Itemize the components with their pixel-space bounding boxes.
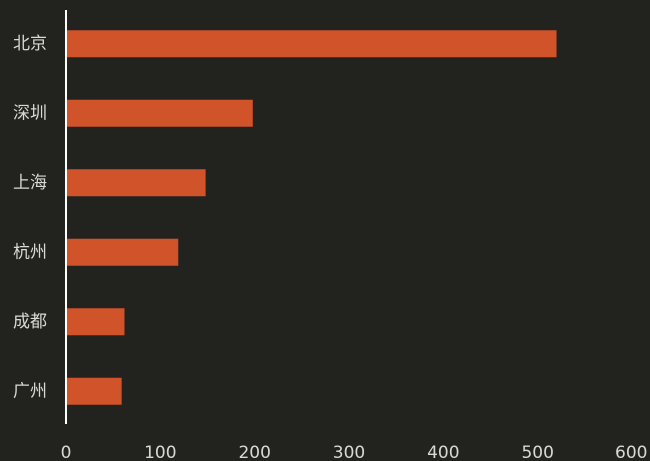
x-tick-label: 0 — [61, 443, 72, 461]
bars-group — [67, 30, 557, 405]
bar-1 — [67, 99, 253, 127]
x-tick-label: 400 — [427, 443, 459, 461]
x-tick-label: 200 — [238, 443, 270, 461]
bar-3 — [67, 238, 179, 266]
x-tick-label: 100 — [144, 443, 176, 461]
bar-0 — [67, 30, 557, 58]
category-label: 深圳 — [13, 103, 47, 123]
x-axis-tick-labels: 0 100 200 300 400 500 600 — [61, 443, 648, 461]
bar-4 — [67, 308, 125, 336]
x-tick-label: 600 — [615, 443, 647, 461]
category-label: 上海 — [13, 173, 47, 193]
bar-2 — [67, 169, 206, 197]
bar-5 — [67, 377, 122, 405]
category-label: 成都 — [13, 312, 47, 332]
x-tick-label: 500 — [521, 443, 553, 461]
x-tick-label: 300 — [333, 443, 365, 461]
category-label: 北京 — [13, 34, 47, 54]
category-label: 广州 — [13, 381, 47, 401]
category-label: 杭州 — [13, 242, 47, 262]
